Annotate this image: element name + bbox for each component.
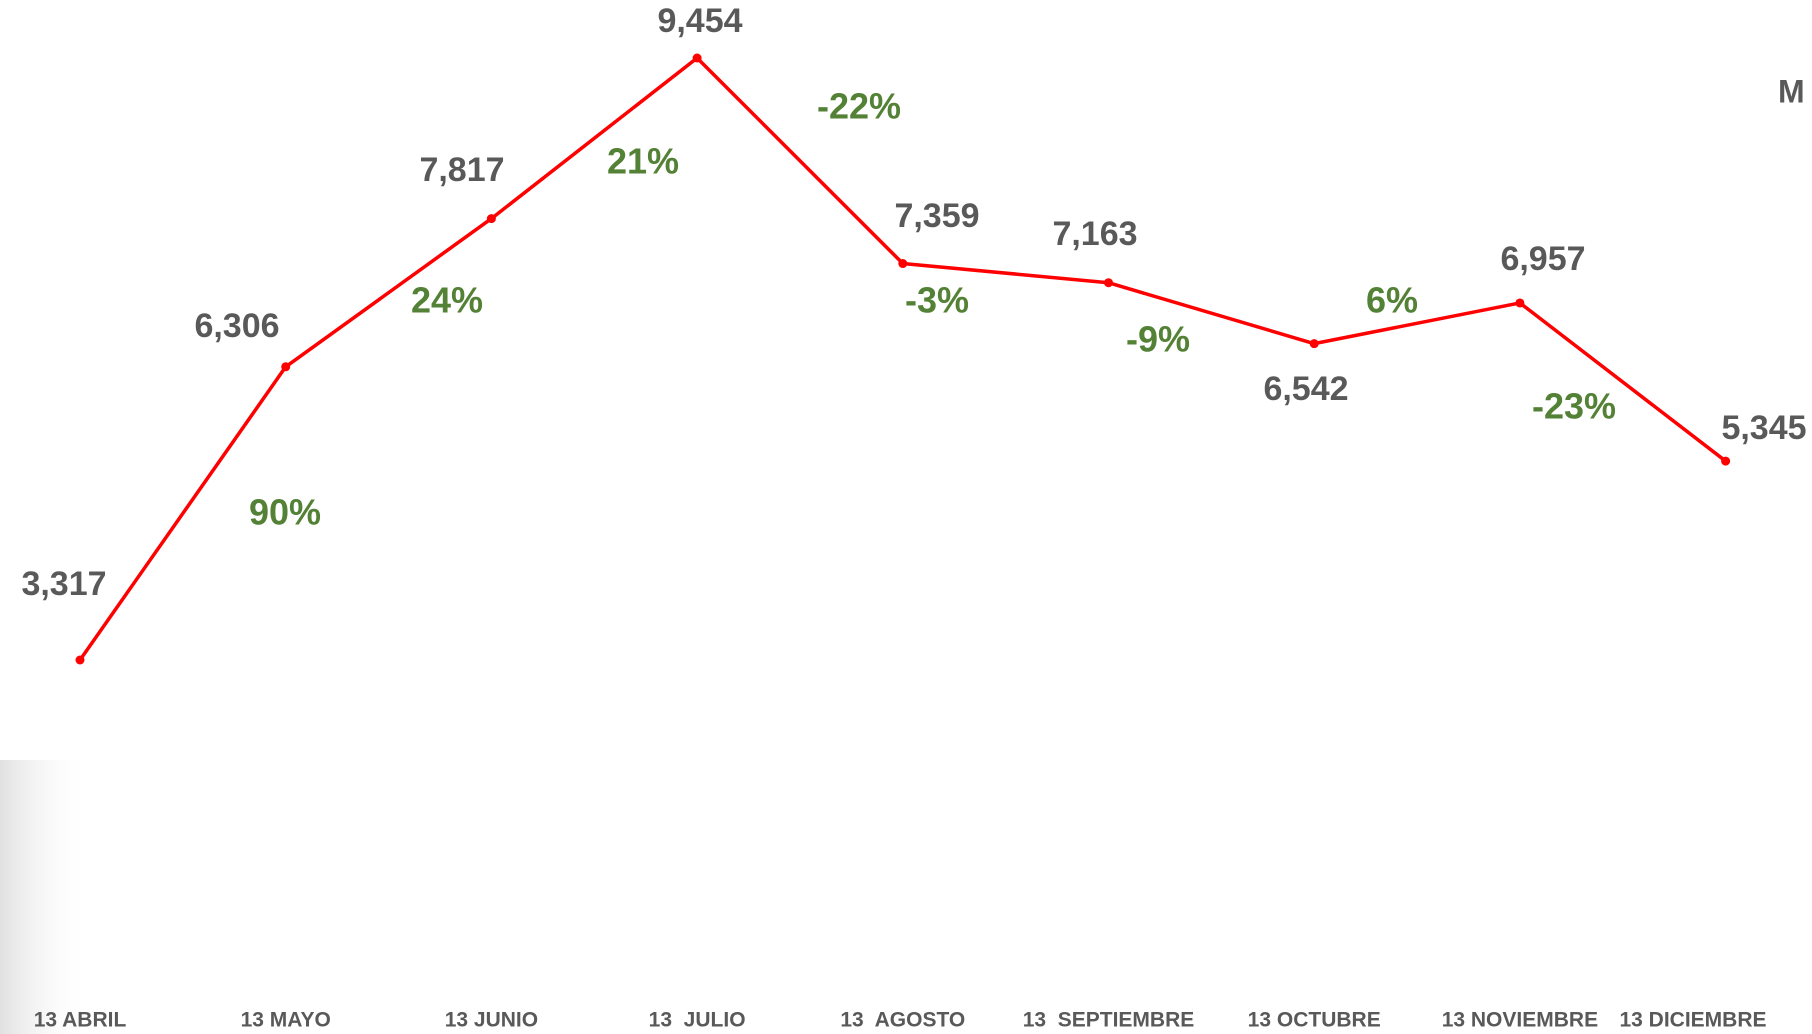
background-shade xyxy=(0,760,90,1034)
point xyxy=(1515,298,1524,307)
x-tick-label: 13 SEPTIEMBRE xyxy=(1023,1009,1195,1032)
line xyxy=(80,58,1726,660)
x-tick-label: 13 NOVIEMBRE xyxy=(1442,1009,1598,1032)
point xyxy=(1310,339,1319,348)
data-label: 9,454 xyxy=(657,2,742,40)
change-label: -23% xyxy=(1532,386,1616,427)
x-tick-label: 13 JUNIO xyxy=(445,1009,538,1032)
data-label: 5,345 xyxy=(1721,409,1806,447)
x-tick-label: 13 AGOSTO xyxy=(840,1009,965,1032)
x-tick-label: 13 OCTUBRE xyxy=(1248,1009,1381,1032)
x-tick-label: 13 DICIEMBRE xyxy=(1619,1009,1766,1032)
point xyxy=(281,362,290,371)
point xyxy=(693,54,702,63)
chart: M 13 ABRIL 13 MAYO 13 JUNIO 13 JULIO 13 AGOS… xyxy=(0,0,1812,1034)
point xyxy=(487,214,496,223)
change-label: 24% xyxy=(411,280,483,321)
point xyxy=(898,259,907,268)
change-label: 21% xyxy=(607,141,679,182)
x-tick-label: 13 ABRIL xyxy=(34,1009,127,1032)
data-label: 3,317 xyxy=(21,565,106,603)
point xyxy=(1721,457,1730,466)
change-label: 90% xyxy=(249,492,321,533)
data-label: 7,163 xyxy=(1052,215,1137,253)
page: {"chart_data": {"type": "line", "title":… xyxy=(0,0,1812,1034)
change-label: -3% xyxy=(905,280,969,321)
point xyxy=(76,656,85,665)
point xyxy=(1104,278,1113,287)
data-label: 7,817 xyxy=(419,151,504,189)
data-label: 6,306 xyxy=(194,307,279,345)
data-label: 6,957 xyxy=(1500,240,1585,278)
data-label: 6,542 xyxy=(1263,370,1348,408)
change-label: -9% xyxy=(1126,319,1190,360)
data-label: 7,359 xyxy=(894,197,979,235)
x-tick-label: 13 JULIO xyxy=(649,1009,746,1032)
change-label: -22% xyxy=(817,86,901,127)
change-label: 6% xyxy=(1366,280,1418,321)
chart-title: M xyxy=(1778,73,1805,109)
x-tick-label: 13 MAYO xyxy=(241,1009,331,1032)
